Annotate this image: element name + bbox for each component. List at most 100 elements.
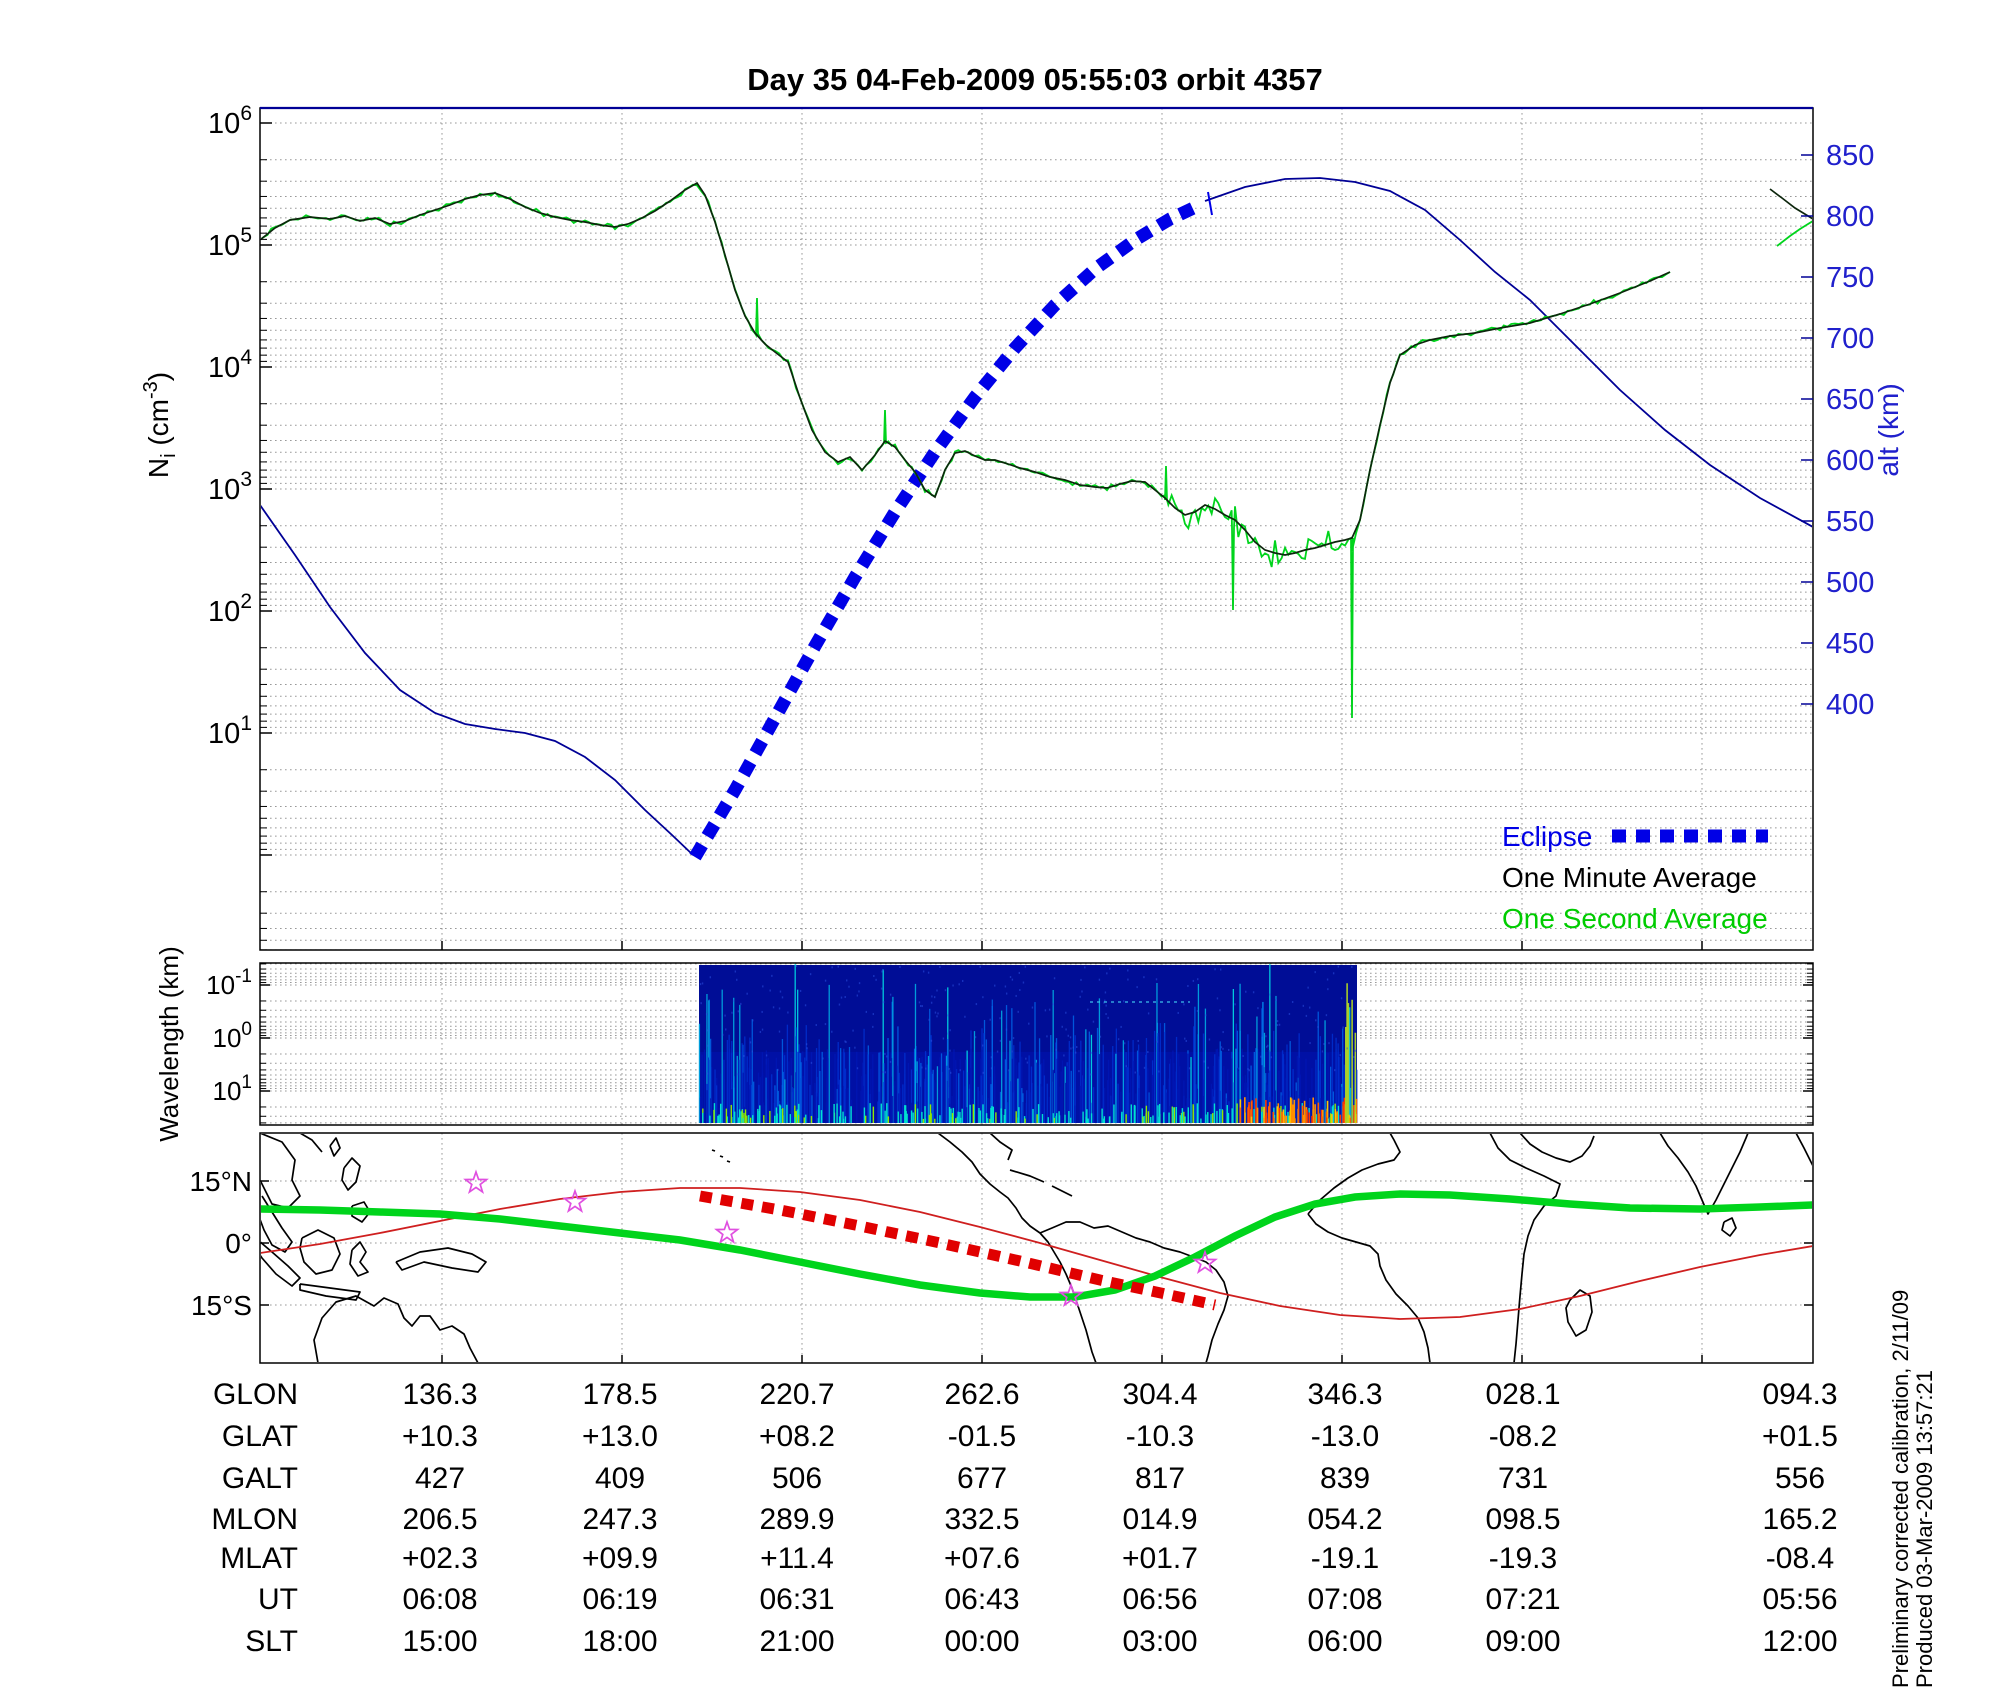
table-cell: -19.3 [1489, 1542, 1557, 1575]
coastline [395, 1247, 487, 1273]
wavelength-axis-label: Wavelength (km) [154, 946, 184, 1142]
wave-ytick-label: 10-1 [206, 966, 252, 1000]
coastline [726, 1160, 731, 1163]
waypoint-star [562, 1188, 588, 1213]
map-axis-ticks [260, 1180, 1813, 1363]
table-cell: 165.2 [1762, 1503, 1837, 1536]
coastline [261, 1241, 301, 1287]
coastline [1307, 1213, 1431, 1362]
alt-tick-label: 750 [1826, 262, 1874, 294]
waypoint-star [1192, 1249, 1218, 1274]
note-line-1: Preliminary corrected calibration, 2/11/… [1888, 1290, 1913, 1688]
lat-label: 0° [225, 1228, 252, 1259]
alt-tick-label: 450 [1826, 628, 1874, 660]
altitude-curve-pre-eclipse [261, 504, 694, 856]
table-cell: +01.5 [1762, 1420, 1838, 1453]
ytick-label: 103 [208, 468, 252, 506]
waypoint-star [1058, 1282, 1084, 1307]
coastline [937, 1134, 1041, 1234]
table-cell: +01.7 [1122, 1542, 1198, 1575]
table-cell: 06:08 [402, 1583, 477, 1616]
alt-tick-label: 600 [1826, 445, 1874, 477]
table-cell: 06:00 [1307, 1625, 1382, 1658]
table-row-label: GLON [213, 1378, 298, 1411]
table-cell: +10.3 [402, 1420, 478, 1453]
wave-ytick-label: 100 [213, 1019, 253, 1053]
coastline [989, 1134, 1013, 1161]
alt-tick-label: 700 [1826, 323, 1874, 355]
legend: Eclipse One Minute Average One Second Aver… [1502, 821, 1768, 934]
table-cell: +09.9 [582, 1542, 658, 1575]
wavelength-spectrogram-panel: 10-1 100 101 Wavelength (km) [154, 946, 1814, 1142]
table-cell: 18:00 [582, 1625, 657, 1658]
table-cell: 220.7 [759, 1378, 834, 1411]
table-cell: +08.2 [759, 1420, 835, 1453]
lat-label: 15°S [191, 1290, 252, 1321]
table-cell: 409 [595, 1462, 645, 1495]
table-cell: 506 [772, 1462, 822, 1495]
table-cell: 09:00 [1485, 1625, 1560, 1658]
alt-tick-label: 400 [1826, 689, 1874, 721]
coastline [261, 1134, 301, 1209]
coastline [299, 1283, 361, 1301]
table-cell: 677 [957, 1462, 1007, 1495]
coastline [300, 1134, 323, 1153]
table-cell: -01.5 [948, 1420, 1016, 1453]
wave-ytick-label: 101 [213, 1072, 253, 1106]
main-axis-ticks [260, 122, 1813, 951]
ground-track-map-panel: 15°N 0° 15°S [189, 1132, 1814, 1364]
ephemeris-table: GLON 136.3 178.5 220.7 262.6 304.4 346.3 028.1 0… [211, 1378, 1838, 1658]
table-row-label: SLT [245, 1625, 298, 1658]
one-minute-average-curve [261, 181, 1671, 556]
one-minute-wrap-segment [1769, 188, 1812, 220]
table-cell: +13.0 [582, 1420, 658, 1453]
alt-tick-label: 550 [1826, 506, 1874, 538]
ytick-label: 101 [208, 712, 252, 750]
coastline [313, 1295, 479, 1362]
table-row-label: GLAT [222, 1420, 298, 1453]
ytick-label: 104 [208, 346, 252, 384]
eclipse-end-tick [1207, 191, 1213, 216]
map-content [261, 1134, 1812, 1362]
wave-panel-border [259, 962, 1814, 1126]
map-panel-border [259, 1132, 1814, 1364]
table-cell: 054.2 [1307, 1503, 1382, 1536]
table-row-label: MLON [211, 1503, 298, 1536]
table-cell: 427 [415, 1462, 465, 1495]
table-cell: 21:00 [759, 1625, 834, 1658]
coastline [1519, 1134, 1595, 1163]
coastline [719, 1155, 724, 1158]
table-cell: 178.5 [582, 1378, 657, 1411]
coastline [1009, 1169, 1045, 1183]
table-cell: 07:21 [1485, 1583, 1560, 1616]
coastline [261, 1195, 293, 1253]
legend-second-label: One Second Average [1502, 903, 1768, 934]
table-cell: 12:00 [1762, 1625, 1837, 1658]
altitude-curve-post-eclipse [1204, 177, 1812, 528]
coastline [1565, 1289, 1593, 1337]
eclipse-ground-track [699, 1190, 1217, 1311]
table-cell: 06:19 [582, 1583, 657, 1616]
waypoint-star [463, 1169, 489, 1194]
table-cell: 731 [1498, 1462, 1548, 1495]
table-cell: +02.3 [402, 1542, 478, 1575]
table-cell: -08.2 [1489, 1420, 1557, 1453]
table-cell: 07:08 [1307, 1583, 1382, 1616]
table-cell: 06:56 [1122, 1583, 1197, 1616]
ytick-label: 106 [208, 102, 252, 140]
coastline [341, 1157, 361, 1191]
table-cell: 098.5 [1485, 1503, 1560, 1536]
table-row-label: UT [258, 1583, 298, 1616]
coastline [329, 1137, 341, 1157]
alt-tick-label: 650 [1826, 384, 1874, 416]
coastline [1051, 1185, 1073, 1197]
table-cell: 817 [1135, 1462, 1185, 1495]
ytick-label: 105 [208, 224, 252, 262]
table-cell: 00:00 [944, 1625, 1019, 1658]
legend-eclipse-label: Eclipse [1502, 821, 1592, 852]
magnetic-equator-line [261, 1187, 1812, 1320]
alt-tick-label: 850 [1826, 140, 1874, 172]
table-cell: 247.3 [582, 1503, 657, 1536]
table-cell: +11.4 [760, 1542, 834, 1575]
